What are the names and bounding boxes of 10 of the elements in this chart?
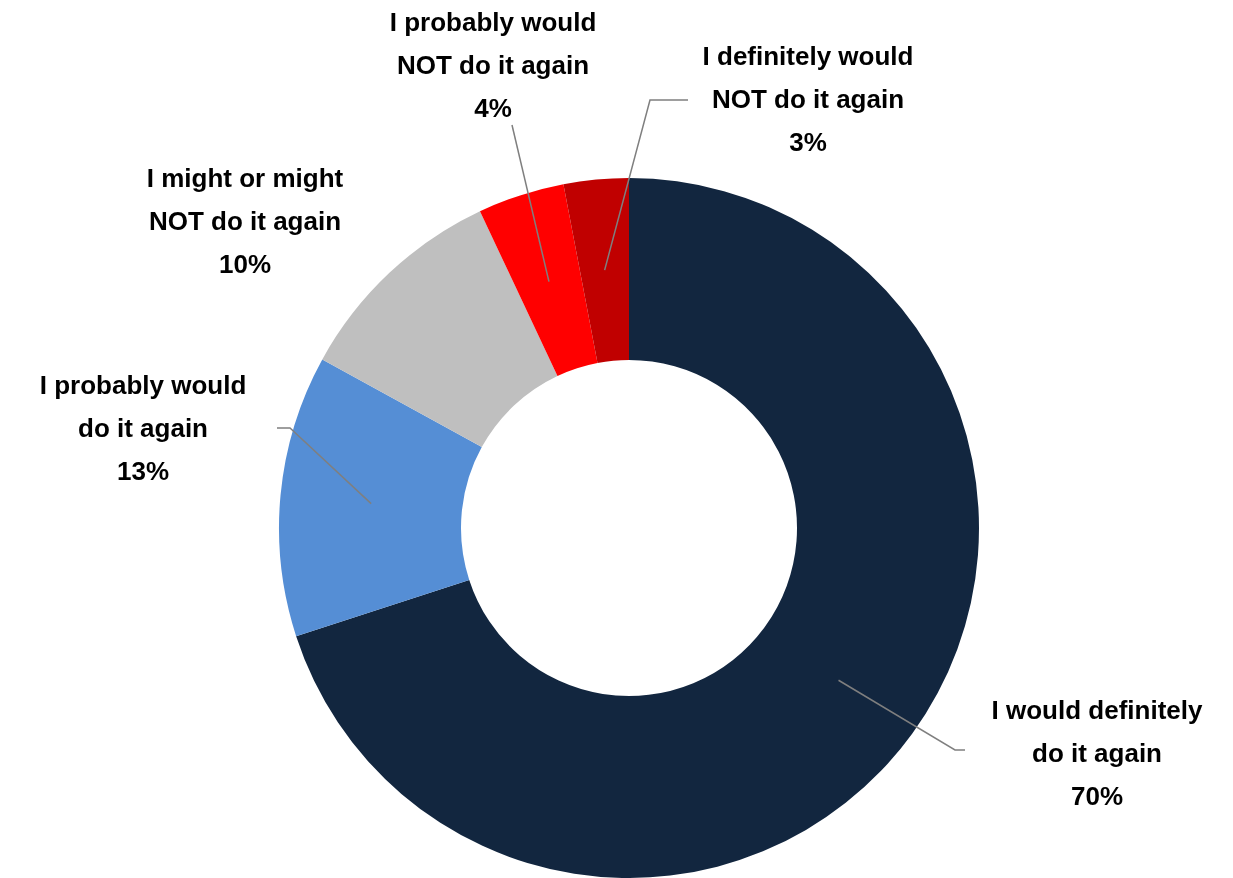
slice-label: I would definitely do it again <box>991 695 1203 769</box>
data-label: 4% <box>474 93 512 124</box>
slice-label: I probably would NOT do it again <box>389 7 597 81</box>
data-label: 13% <box>116 456 170 487</box>
slice-label: I might or might NOT do it again <box>146 163 344 237</box>
data-label: 70% <box>1070 781 1124 812</box>
data-label: 3% <box>789 127 827 158</box>
slice-label: I probably would do it again <box>39 370 247 444</box>
slice-label: I definitely would NOT do it again <box>702 41 914 115</box>
data-label: 10% <box>218 249 272 280</box>
